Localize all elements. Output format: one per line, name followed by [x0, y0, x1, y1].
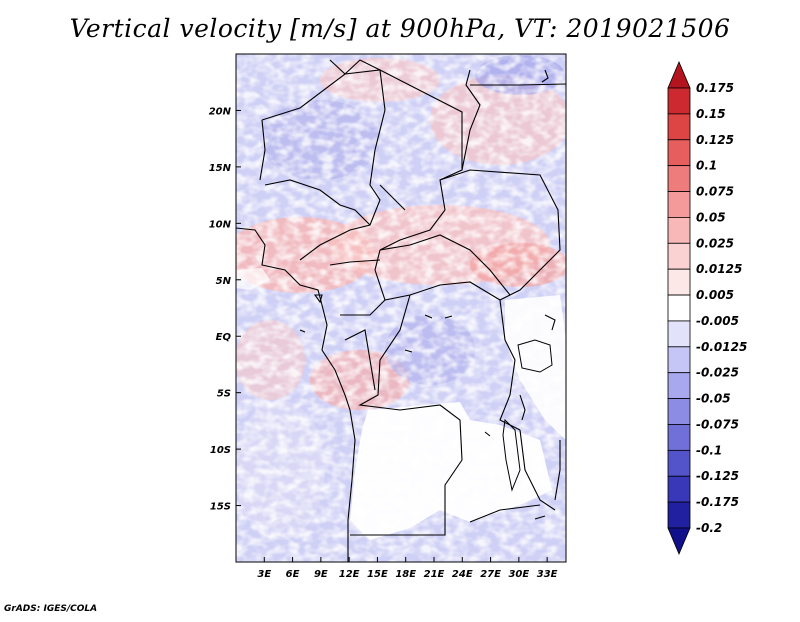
colorbar-swatch — [667, 242, 691, 270]
colorbar-swatch — [667, 268, 691, 296]
lon-tick-label: 24E — [452, 569, 473, 580]
colorbar-swatch — [667, 346, 691, 374]
lon-tick-label: 30E — [508, 569, 529, 580]
colorbar-label: -0.125 — [696, 469, 739, 483]
colorbar-label: 0.15 — [696, 107, 726, 121]
lat-tick-label: 10S — [210, 445, 231, 456]
lon-tick-label: 12E — [339, 569, 360, 580]
lat-tick-label: 15S — [210, 502, 231, 513]
velocity-field — [236, 54, 566, 562]
country-borders — [235, 59, 567, 562]
lat-tick-label: 20N — [209, 106, 232, 117]
colorbar-label: 0.075 — [696, 185, 734, 199]
colorbar-label: 0.125 — [696, 133, 734, 147]
colorbar-swatch — [667, 449, 691, 477]
lon-tick-label: 27E — [480, 569, 501, 580]
lon-tick-label: 33E — [537, 569, 558, 580]
colorbar-label: 0.0125 — [696, 262, 742, 276]
colorbar-label: 0.025 — [696, 236, 734, 250]
colorbar-label: 0.1 — [696, 159, 717, 173]
lon-tick-label: 9E — [314, 569, 328, 580]
footer-credit: GrADS: IGES/COLA — [4, 604, 98, 614]
colorbar-label: -0.0125 — [696, 340, 747, 354]
colorbar-label: 0.05 — [696, 210, 726, 224]
colorbar-swatch — [667, 424, 691, 451]
lat-tick-label: 5N — [216, 276, 232, 287]
lon-tick-label: 18E — [395, 569, 416, 580]
colorbar-swatch — [667, 165, 691, 192]
longitude-axis: 3E 6E 9E 12E 15E 18E 21E 24E 27E 30E 33E — [257, 557, 558, 580]
colorbar-swatch — [667, 398, 691, 425]
colorbar: 0.175 0.15 0.125 0.1 0.075 0.05 0.025 0.0125 0.0… — [667, 60, 747, 556]
lat-tick-label: 5S — [217, 389, 231, 400]
colorbar-swatch — [667, 60, 691, 89]
colorbar-label: -0.075 — [696, 417, 739, 431]
colorbar-swatch — [667, 191, 691, 218]
colorbar-label: -0.05 — [696, 392, 731, 406]
lon-tick-label: 15E — [367, 569, 388, 580]
lon-tick-label: 6E — [286, 569, 300, 580]
colorbar-label: 0.005 — [696, 288, 734, 302]
colorbar-label: -0.025 — [696, 366, 739, 380]
colorbar-label: -0.1 — [696, 443, 722, 457]
colorbar-swatch — [667, 501, 691, 529]
colorbar-swatch — [667, 139, 691, 167]
map-frame — [235, 53, 567, 563]
colorbar-swatch — [667, 320, 691, 348]
chart-title: Vertical velocity [m/s] at 900hPa, VT: 2… — [69, 14, 731, 43]
lon-tick-label: 3E — [257, 569, 271, 580]
colorbar-swatch — [667, 475, 691, 503]
lat-tick-label: 15N — [209, 163, 232, 174]
colorbar-swatch — [667, 113, 691, 141]
colorbar-label: -0.2 — [696, 521, 722, 535]
colorbar-label: -0.005 — [696, 314, 739, 328]
colorbar-label: -0.175 — [696, 495, 739, 509]
colorbar-swatch — [667, 372, 691, 399]
lat-tick-label: 10N — [209, 219, 232, 230]
colorbar-swatch — [667, 294, 691, 322]
lat-tick-label: EQ — [216, 332, 232, 343]
latitude-axis: 20N 15N 10N 5N EQ 5S 10S 15S — [209, 106, 241, 513]
colorbar-swatch — [667, 87, 691, 115]
colorbar-swatch — [667, 527, 691, 556]
colorbar-swatch — [667, 217, 691, 244]
lon-tick-label: 21E — [424, 569, 445, 580]
colorbar-label: 0.175 — [696, 81, 734, 95]
